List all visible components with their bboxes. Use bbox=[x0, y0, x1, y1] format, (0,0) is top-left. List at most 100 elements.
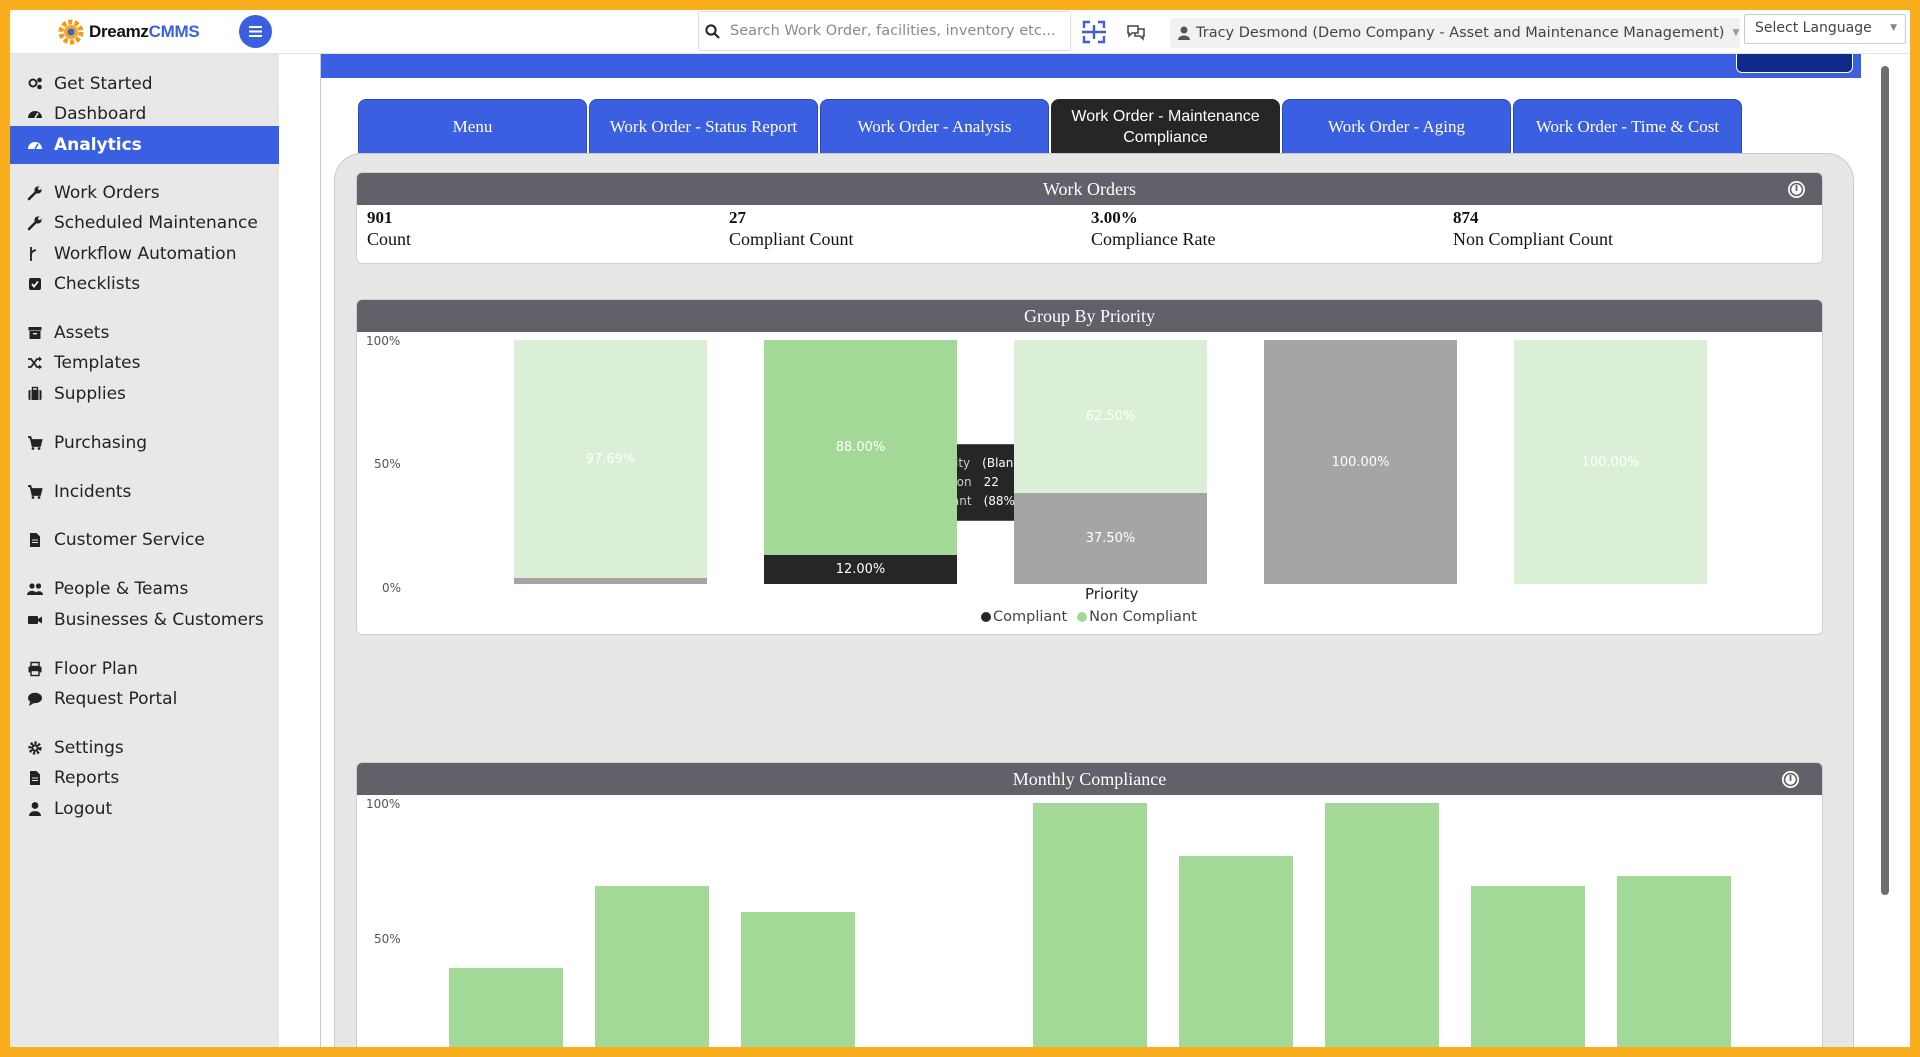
sidebar: Get Started Dashboard Analytics Work Orders… bbox=[10, 54, 279, 1047]
sidebar-item-request-portal[interactable]: Request Portal bbox=[10, 680, 279, 718]
group-by-priority-card: Group By Priority 100% 50% 0% Priority C… bbox=[356, 299, 1823, 635]
tab-work-order-status-report[interactable]: Work Order - Status Report bbox=[589, 99, 818, 153]
sidebar-item-label: Supplies bbox=[54, 384, 126, 404]
info-icon[interactable] bbox=[1781, 770, 1800, 789]
bar-segment-non-compliant[interactable]: 62.50% bbox=[1014, 340, 1207, 493]
user-icon bbox=[26, 801, 44, 817]
data-label: 62.50% bbox=[1085, 408, 1136, 424]
bar-segment-compliant[interactable]: 37.50% bbox=[1014, 492, 1207, 584]
chat-button[interactable] bbox=[1122, 18, 1150, 46]
user-menu[interactable]: Tracy Desmond (Demo Company - Asset and … bbox=[1170, 18, 1740, 48]
sidebar-item-settings[interactable]: Settings bbox=[10, 729, 279, 767]
data-label: 100.00% bbox=[1581, 454, 1640, 470]
tab-work-order-time-cost[interactable]: Work Order - Time & Cost bbox=[1513, 99, 1742, 153]
sidebar-item-label: Assets bbox=[54, 323, 110, 343]
data-label: 97.69% bbox=[585, 451, 636, 467]
sidebar-item-businesses-customers[interactable]: Businesses & Customers bbox=[10, 601, 279, 639]
tooltip-value: 22 (88%) bbox=[983, 475, 1020, 508]
tab-work-order-maintenance-compliance[interactable]: Work Order - Maintenance Compliance bbox=[1051, 99, 1280, 153]
card-title: Work Orders bbox=[1042, 178, 1137, 199]
sidebar-item-label: Checklists bbox=[54, 274, 141, 294]
sidebar-item-people-teams[interactable]: People & Teams bbox=[10, 570, 279, 608]
sidebar-item-label: Logout bbox=[54, 799, 113, 819]
scan-button[interactable] bbox=[1080, 18, 1108, 46]
gear-icon bbox=[26, 740, 44, 756]
metrics-row: 901 Count 27 Compliant Count 3.00% Compliance… bbox=[357, 205, 1822, 250]
search-input[interactable] bbox=[730, 23, 1060, 39]
sidebar-item-workflow-automation[interactable]: Workflow Automation bbox=[10, 235, 279, 273]
sidebar-item-checklists[interactable]: Checklists bbox=[10, 265, 279, 303]
sidebar-item-logout[interactable]: Logout bbox=[10, 790, 279, 828]
sidebar-item-incidents[interactable]: Incidents bbox=[10, 473, 279, 511]
legend-label: Non Compliant bbox=[1089, 609, 1197, 625]
bar-segment-compliant[interactable] bbox=[514, 578, 707, 584]
sidebar-item-customer-service[interactable]: Customer Service bbox=[10, 521, 279, 559]
metric-label: Compliant Count bbox=[729, 229, 854, 249]
sidebar-item-label: Scheduled Maintenance bbox=[54, 213, 258, 233]
monthly-bar[interactable] bbox=[449, 968, 563, 1047]
tab-work-order-aging[interactable]: Work Order - Aging bbox=[1282, 99, 1511, 153]
priority-chart: 100% 50% 0% Priority Compliant Non Compli… bbox=[357, 332, 1822, 634]
monthly-bar[interactable] bbox=[1471, 885, 1585, 1047]
language-select[interactable]: Select Language ▼ bbox=[1744, 14, 1906, 44]
file-icon bbox=[26, 532, 44, 548]
metric-label: Compliance Rate bbox=[1091, 229, 1216, 249]
comment-icon bbox=[26, 691, 44, 707]
info-icon[interactable] bbox=[1787, 180, 1806, 199]
menu-toggle-button[interactable] bbox=[239, 15, 272, 48]
video-icon bbox=[26, 612, 44, 628]
card-header: Work Orders bbox=[357, 173, 1822, 205]
banner-button[interactable] bbox=[1736, 54, 1853, 73]
monthly-bar[interactable] bbox=[1179, 855, 1293, 1047]
user-name: Tracy Desmond (Demo Company - Asset and … bbox=[1196, 25, 1725, 41]
metric-compliant-count: 27 Compliant Count bbox=[729, 208, 1091, 250]
sidebar-item-dashboard[interactable]: Dashboard bbox=[10, 95, 279, 133]
users-icon bbox=[26, 581, 44, 597]
page-banner bbox=[321, 54, 1861, 78]
sidebar-item-supplies[interactable]: Supplies bbox=[10, 375, 279, 413]
sidebar-item-templates[interactable]: Templates bbox=[10, 344, 279, 382]
caret-down-icon: ▼ bbox=[1732, 28, 1740, 38]
metric-value: 874 bbox=[1453, 208, 1479, 227]
bar-segment-non-compliant[interactable]: 88.00% bbox=[764, 340, 957, 555]
bar-segment-compliant[interactable]: 100.00% bbox=[1264, 340, 1457, 584]
legend-item[interactable]: Non Compliant bbox=[1077, 609, 1197, 625]
sidebar-item-analytics[interactable]: Analytics bbox=[10, 126, 279, 164]
data-label: 37.50% bbox=[1085, 530, 1136, 546]
legend-item[interactable]: Compliant bbox=[981, 609, 1067, 625]
scrollbar-thumb[interactable] bbox=[1881, 66, 1889, 895]
sidebar-item-get-started[interactable]: Get Started bbox=[10, 65, 279, 103]
sidebar-item-assets[interactable]: Assets bbox=[10, 314, 279, 352]
metric-count: 901 Count bbox=[367, 208, 729, 250]
monthly-bar[interactable] bbox=[1325, 803, 1439, 1047]
app-frame: DreamzCMMS bbox=[10, 10, 1910, 1047]
chart-legend: Compliant Non Compliant bbox=[981, 609, 1203, 625]
sidebar-item-label: Get Started bbox=[54, 74, 153, 94]
card-title: Monthly Compliance bbox=[1012, 768, 1167, 789]
bar-segment-non-compliant[interactable]: 100.00% bbox=[1514, 340, 1707, 584]
monthly-bar[interactable] bbox=[741, 911, 855, 1047]
legend-swatch bbox=[981, 612, 991, 622]
logo[interactable]: DreamzCMMS bbox=[56, 17, 200, 47]
sidebar-item-label: Incidents bbox=[54, 482, 132, 502]
data-label: 100.00% bbox=[1331, 454, 1390, 470]
wrench-icon bbox=[26, 185, 44, 201]
cart-icon bbox=[26, 435, 44, 451]
sidebar-item-work-orders[interactable]: Work Orders bbox=[10, 174, 279, 212]
sidebar-item-label: Customer Service bbox=[54, 530, 205, 550]
bar-segment-compliant[interactable]: 12.00% bbox=[764, 554, 957, 584]
bar-segment-non-compliant[interactable]: 97.69% bbox=[514, 340, 707, 579]
tab-work-order-analysis[interactable]: Work Order - Analysis bbox=[820, 99, 1049, 153]
monthly-bar[interactable] bbox=[1617, 875, 1731, 1047]
sidebar-item-scheduled-maintenance[interactable]: Scheduled Maintenance bbox=[10, 204, 279, 242]
sidebar-item-floor-plan[interactable]: Floor Plan bbox=[10, 650, 279, 688]
content-panel: Menu Work Order - Status Report Work Order… bbox=[320, 54, 1869, 1047]
dashboard-panel: Work Orders 901 Count 27 Compliant Count 3.0… bbox=[334, 153, 1854, 1047]
sidebar-item-reports[interactable]: Reports bbox=[10, 759, 279, 797]
monthly-bar[interactable] bbox=[595, 885, 709, 1047]
tab-menu[interactable]: Menu bbox=[358, 99, 587, 153]
card-header: Group By Priority bbox=[357, 300, 1822, 332]
monthly-bar[interactable] bbox=[1033, 803, 1147, 1047]
top-bar: DreamzCMMS bbox=[10, 10, 1910, 54]
sidebar-item-purchasing[interactable]: Purchasing bbox=[10, 424, 279, 462]
